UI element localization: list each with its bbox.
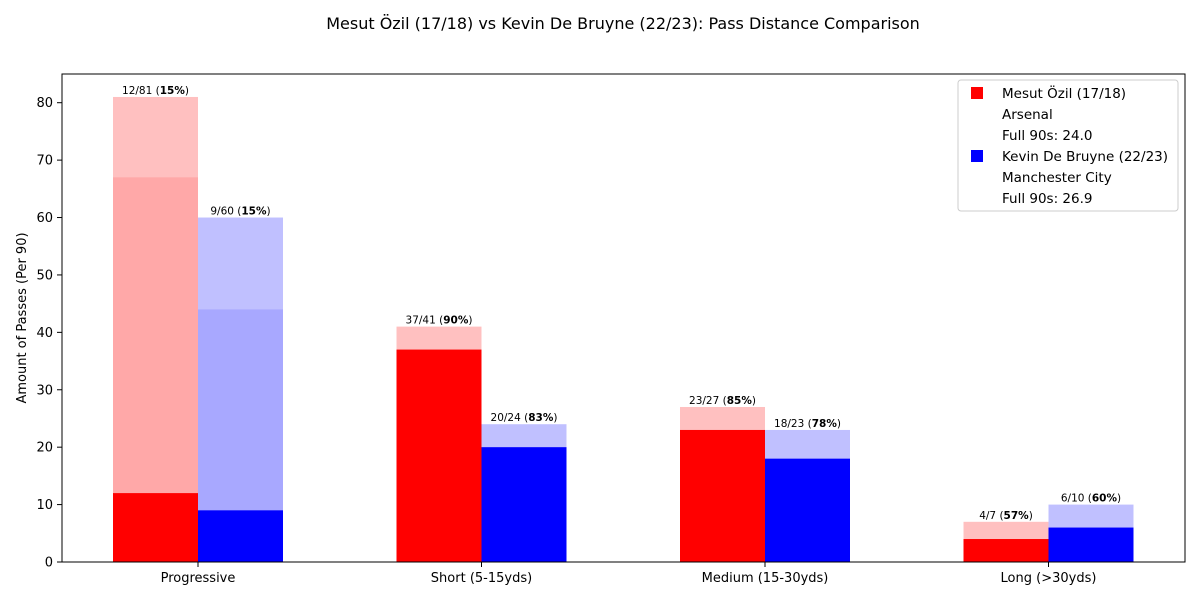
bar-completed-ozil-1 — [396, 349, 482, 562]
y-tick-label: 60 — [36, 211, 53, 226]
legend-entry-name: Kevin De Bruyne (22/23) — [1002, 149, 1168, 165]
data-label-ozil-0: 12/81 (15%) — [122, 85, 189, 97]
y-tick-label: 70 — [36, 154, 53, 169]
bar-labels-group: 12/81 (15%) 37/41 (90%) 23/27 (85%) 4/7 (57… — [122, 85, 1121, 522]
y-tick-label: 20 — [36, 441, 53, 456]
y-axis-label: Amount of Passes (Per 90) — [15, 232, 30, 403]
legend-entry-team: Arsenal — [1002, 107, 1053, 123]
bar-completed-ozil-3 — [963, 539, 1049, 562]
chart-title: Mesut Özil (17/18) vs Kevin De Bruyne (2… — [326, 14, 920, 33]
data-label-debruyne-2: 18/23 (78%) — [774, 418, 841, 430]
legend-entry-name: Mesut Özil (17/18) — [1002, 84, 1126, 102]
data-label-debruyne-3: 6/10 (60%) — [1061, 493, 1121, 505]
x-tick-label: Progressive — [161, 571, 236, 586]
legend-entry-team: Manchester City — [1002, 170, 1112, 186]
data-label-debruyne-0: 9/60 (15%) — [210, 206, 270, 218]
data-label-ozil-2: 23/27 (85%) — [689, 395, 756, 407]
bar-completed-ozil-2 — [680, 429, 765, 562]
y-tick-label: 10 — [36, 498, 53, 513]
x-tick-label: Medium (15-30yds) — [702, 571, 829, 586]
bar-completed-debruyne-0 — [198, 510, 283, 562]
y-tick-label: 0 — [45, 556, 53, 571]
y-tick-label: 30 — [36, 383, 53, 398]
y-tick-label: 80 — [36, 96, 53, 111]
x-tick-label: Long (>30yds) — [1001, 571, 1097, 586]
bar-completed-debruyne-2 — [765, 458, 850, 562]
legend-swatch-debruyne — [971, 150, 983, 162]
bars-group — [113, 96, 1134, 562]
legend: Mesut Özil (17/18) Arsenal Full 90s: 24.0 K… — [957, 79, 1179, 212]
plot-frame — [61, 73, 1186, 563]
y-tick-label: 50 — [36, 268, 53, 283]
data-label-ozil-3: 4/7 (57%) — [979, 510, 1033, 522]
data-label-debruyne-1: 20/24 (83%) — [491, 412, 558, 424]
bar-completed-debruyne-1 — [481, 447, 567, 562]
legend-swatch-ozil — [971, 87, 983, 99]
bar-completed-ozil-0 — [113, 493, 198, 562]
axes-group: 0 10 20 30 40 50 60 70 80 Progressive Short (5-15y… — [36, 73, 1186, 586]
x-tick-label: Short (5-15yds) — [431, 571, 532, 586]
legend-entry-full90s: Full 90s: 24.0 — [1002, 128, 1093, 144]
data-label-ozil-1: 37/41 (90%) — [406, 315, 473, 327]
legend-box — [957, 79, 1179, 212]
y-tick-label: 40 — [36, 326, 53, 341]
legend-entry-full90s: Full 90s: 26.9 — [1002, 191, 1093, 207]
bar-completed-debruyne-3 — [1048, 527, 1134, 562]
